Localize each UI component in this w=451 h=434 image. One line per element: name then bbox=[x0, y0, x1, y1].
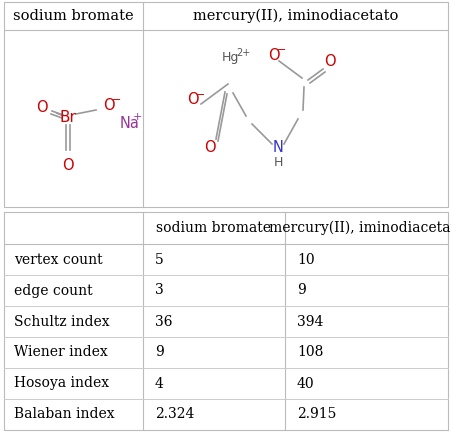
Text: N: N bbox=[272, 141, 283, 155]
Text: edge count: edge count bbox=[14, 283, 92, 297]
Text: 3: 3 bbox=[155, 283, 163, 297]
Text: 9: 9 bbox=[155, 345, 163, 359]
Text: O: O bbox=[103, 98, 115, 112]
Text: O: O bbox=[267, 47, 279, 62]
Text: −: − bbox=[277, 45, 286, 55]
Text: mercury(II), iminodiacetato: mercury(II), iminodiacetato bbox=[268, 221, 451, 235]
Text: H: H bbox=[273, 155, 282, 168]
Text: −: − bbox=[112, 95, 121, 105]
Text: 36: 36 bbox=[155, 315, 172, 329]
Text: Br: Br bbox=[60, 111, 76, 125]
Text: 2.915: 2.915 bbox=[296, 408, 336, 421]
Text: 2+: 2+ bbox=[235, 48, 249, 58]
Text: O: O bbox=[62, 158, 74, 172]
Text: O: O bbox=[204, 141, 215, 155]
Text: Balaban index: Balaban index bbox=[14, 408, 115, 421]
Text: mercury(II), iminodiacetato: mercury(II), iminodiacetato bbox=[193, 9, 397, 23]
Text: −: − bbox=[196, 90, 205, 100]
Text: sodium bromate: sodium bromate bbox=[156, 221, 271, 235]
Text: 40: 40 bbox=[296, 377, 314, 391]
Text: O: O bbox=[36, 101, 48, 115]
Text: +: + bbox=[133, 112, 142, 122]
Text: 108: 108 bbox=[296, 345, 322, 359]
Text: Schultz index: Schultz index bbox=[14, 315, 110, 329]
Text: Hosoya index: Hosoya index bbox=[14, 377, 109, 391]
Text: 2.324: 2.324 bbox=[155, 408, 194, 421]
Text: Hg: Hg bbox=[221, 52, 238, 65]
Text: O: O bbox=[323, 55, 335, 69]
Text: 4: 4 bbox=[155, 377, 164, 391]
Text: 9: 9 bbox=[296, 283, 305, 297]
Text: 10: 10 bbox=[296, 253, 314, 266]
Bar bbox=[4, 2, 447, 207]
Text: vertex count: vertex count bbox=[14, 253, 102, 266]
Bar bbox=[4, 212, 447, 430]
Text: O: O bbox=[187, 92, 198, 108]
Text: sodium bromate: sodium bromate bbox=[13, 9, 133, 23]
Text: Wiener index: Wiener index bbox=[14, 345, 107, 359]
Text: 394: 394 bbox=[296, 315, 322, 329]
Text: Na: Na bbox=[120, 115, 139, 131]
Text: 5: 5 bbox=[155, 253, 163, 266]
